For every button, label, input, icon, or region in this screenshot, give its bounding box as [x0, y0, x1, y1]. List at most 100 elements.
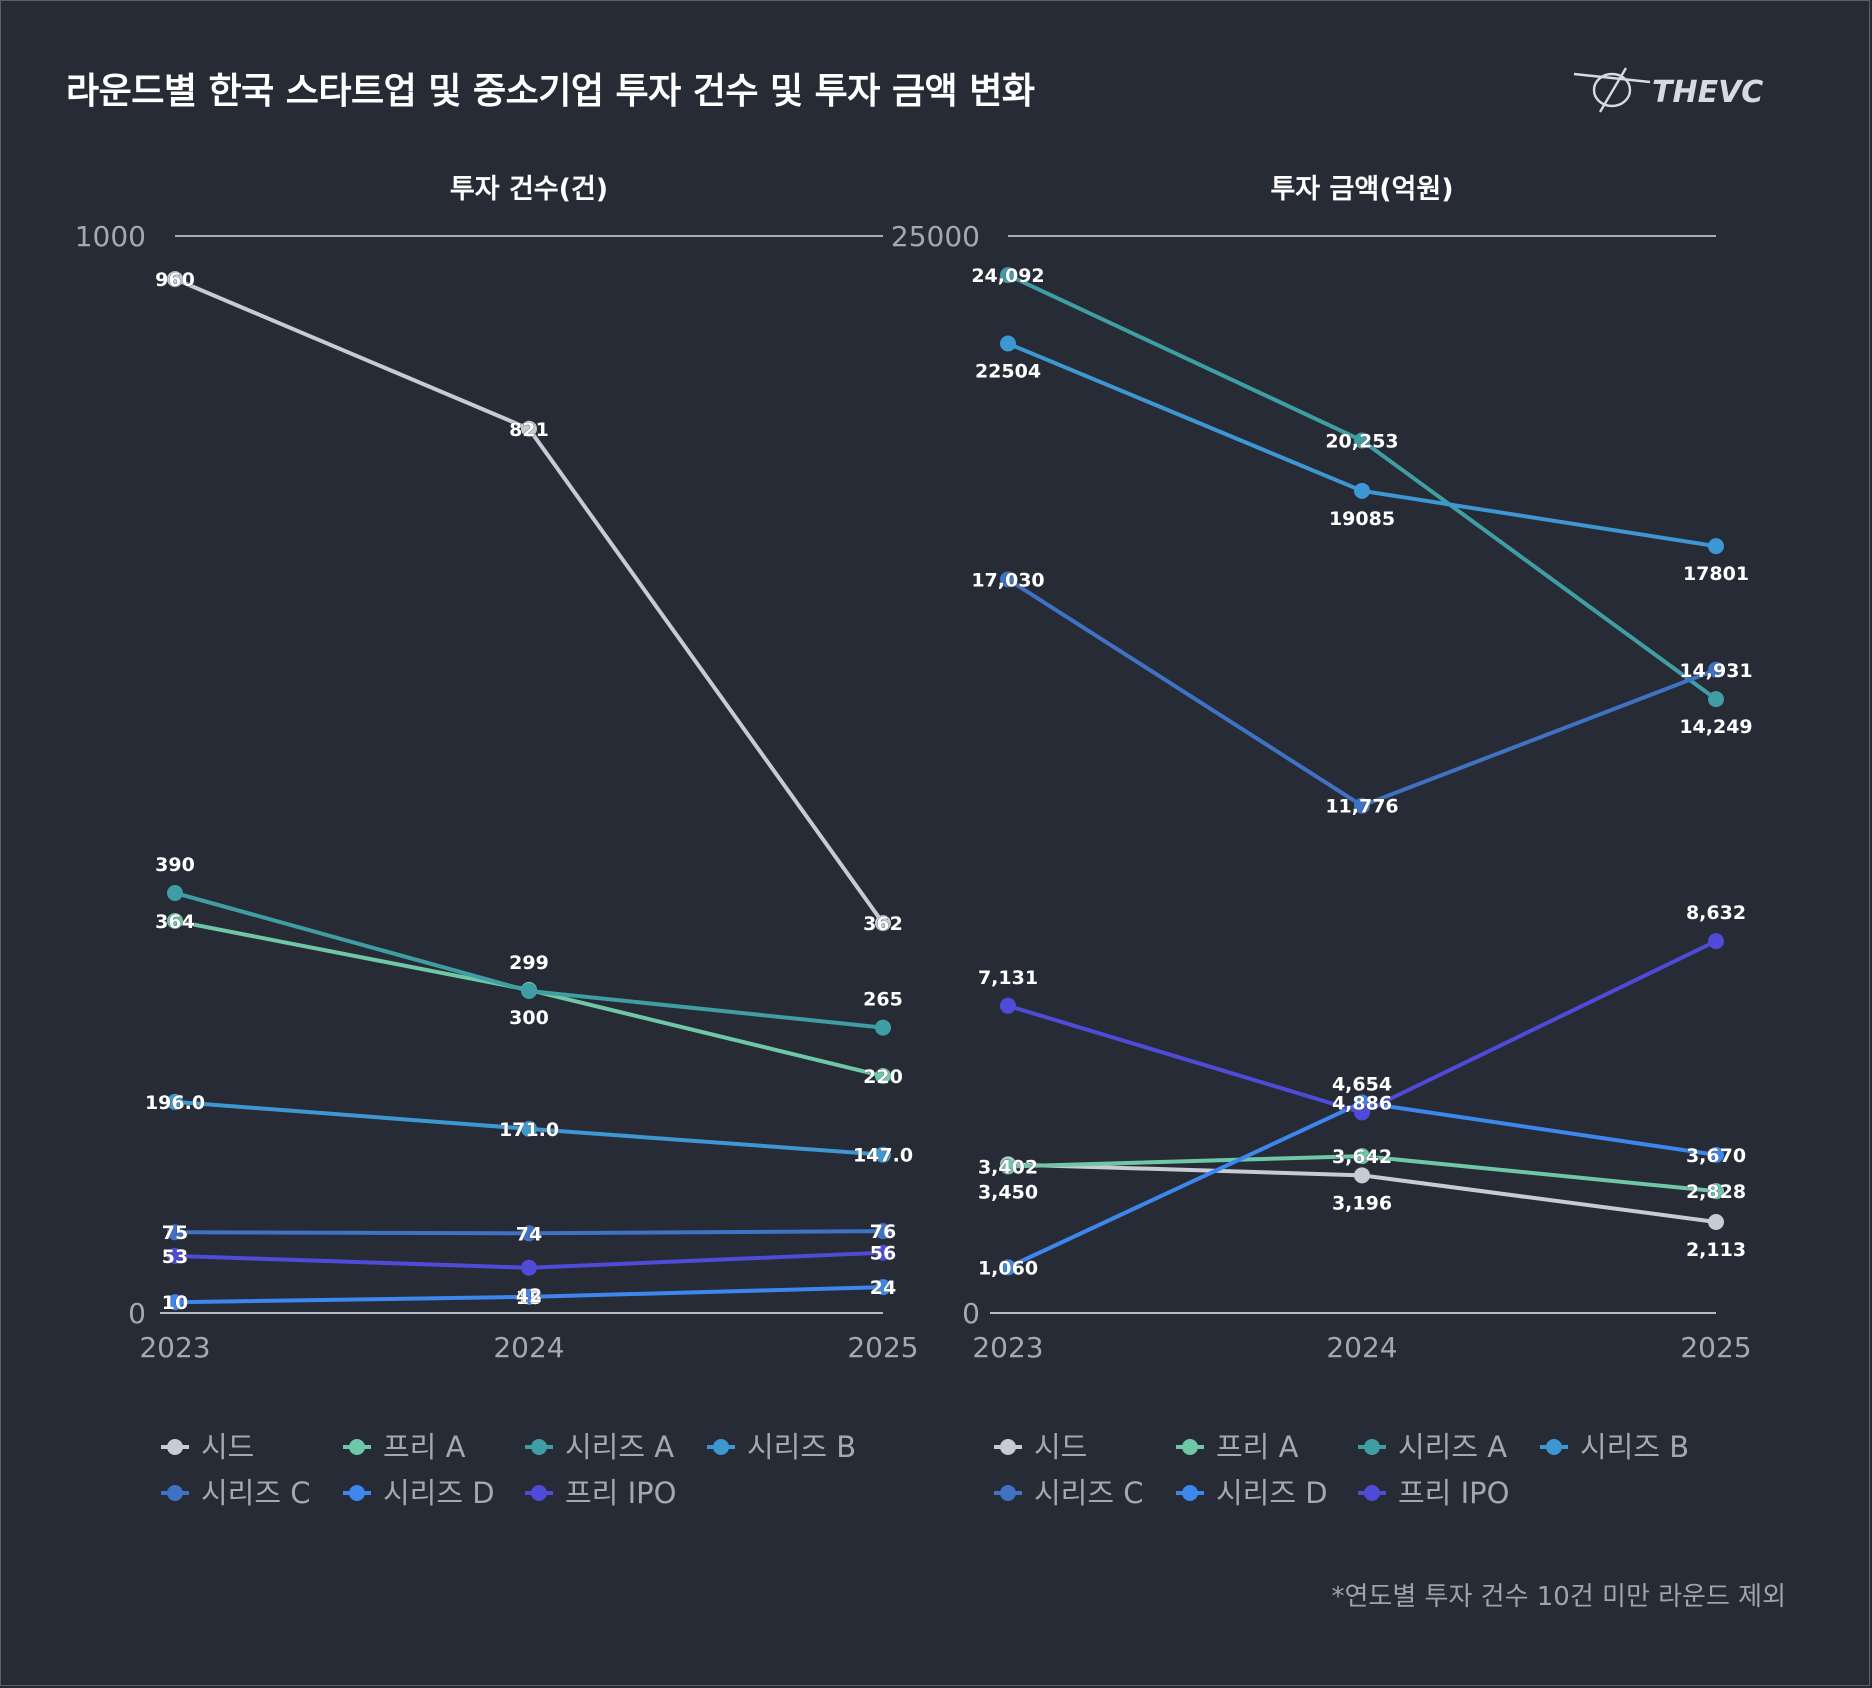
data-point — [167, 884, 183, 901]
data-point — [1708, 933, 1724, 950]
data-label: 24 — [870, 1277, 896, 1299]
data-point — [167, 271, 183, 288]
legend-label: 프리 IPO — [565, 1476, 676, 1510]
data-point — [875, 1019, 891, 1036]
legend-item: 시리즈 C — [161, 1476, 311, 1510]
data-point — [1354, 797, 1370, 814]
chart-title: 투자 건수(건) — [450, 174, 608, 205]
data-point — [1708, 1183, 1724, 1200]
legend-label: 시드 — [201, 1430, 254, 1464]
data-label: 17801 — [1683, 563, 1749, 585]
legend-item: 시드 — [161, 1430, 254, 1464]
data-label: 147.0 — [853, 1145, 913, 1167]
legend-label: 프리 IPO — [1398, 1476, 1509, 1510]
data-point — [1354, 1148, 1370, 1165]
data-point — [875, 1068, 891, 1085]
legend-label: 프리 A — [1216, 1430, 1299, 1464]
data-label: 390 — [155, 854, 195, 876]
data-label: 17,030 — [971, 569, 1044, 591]
x-tick-label: 2023 — [139, 1331, 210, 1364]
data-point — [875, 915, 891, 932]
data-label: 7,131 — [978, 967, 1038, 989]
legend-item: 시리즈 D — [1176, 1476, 1328, 1510]
data-label: 960 — [155, 269, 195, 291]
chart-title: 투자 금액(억원) — [1270, 174, 1453, 205]
legend-item: 프리 A — [1176, 1430, 1299, 1464]
legend-label: 시리즈 A — [565, 1430, 674, 1464]
data-point — [1708, 1213, 1724, 1230]
legend-label: 시리즈 B — [1580, 1430, 1689, 1464]
data-label: 14,931 — [1679, 660, 1752, 682]
footnote: *연도별 투자 건수 10건 미만 라운드 제외 — [1331, 1582, 1786, 1612]
legend-item: 프리 A — [343, 1430, 466, 1464]
data-point — [1354, 482, 1370, 499]
legend-label: 시리즈 C — [1034, 1476, 1144, 1510]
data-point — [167, 1224, 183, 1241]
data-label: 3,402 — [978, 1156, 1038, 1178]
data-label: 2,828 — [1686, 1181, 1746, 1203]
data-label: 3,670 — [1686, 1145, 1746, 1167]
data-label: 76 — [870, 1221, 896, 1243]
page-title: 라운드별 한국 스타트업 및 중소기업 투자 건수 및 투자 금액 변화 — [66, 71, 1035, 112]
data-label: 3,450 — [978, 1181, 1038, 1203]
data-label: 42 — [516, 1285, 542, 1307]
data-point — [875, 1223, 891, 1240]
data-label: 74 — [516, 1223, 542, 1245]
data-label: 75 — [162, 1222, 188, 1244]
legend-swatch-dot — [1000, 1485, 1016, 1501]
data-label: 4,654 — [1332, 1074, 1392, 1096]
x-tick-label: 2024 — [493, 1331, 564, 1364]
legend-item: 시리즈 B — [707, 1430, 856, 1464]
data-label: 364 — [155, 911, 195, 933]
legend-swatch-dot — [531, 1439, 547, 1455]
data-point — [875, 1244, 891, 1261]
legend-item: 프리 IPO — [525, 1476, 676, 1510]
y-tick-label: 0 — [128, 1297, 146, 1330]
logo-emblem-icon — [1573, 67, 1651, 113]
legend-swatch-dot — [1364, 1485, 1380, 1501]
data-label: 299 — [509, 952, 549, 974]
legend-swatch-dot — [1182, 1485, 1198, 1501]
legend-label: 시리즈 D — [383, 1476, 495, 1510]
legend-swatch-dot — [167, 1485, 183, 1501]
data-label: 19085 — [1329, 508, 1395, 530]
data-point — [1000, 571, 1016, 588]
legend-label: 시리즈 A — [1398, 1430, 1507, 1464]
legend-swatch-dot — [349, 1439, 365, 1455]
x-tick-label: 2025 — [847, 1331, 918, 1364]
data-label: 300 — [509, 1007, 549, 1029]
data-label: 24,092 — [971, 265, 1044, 287]
data-label: 265 — [863, 989, 903, 1011]
data-label: 4,886 — [1332, 1093, 1392, 1115]
data-point — [521, 1288, 537, 1305]
data-point — [875, 1279, 891, 1296]
data-point — [1000, 335, 1016, 352]
data-point — [1708, 538, 1724, 555]
series-line-5 — [1006, 577, 1718, 808]
data-label: 171.0 — [499, 1119, 559, 1141]
x-tick-label: 2024 — [1326, 1331, 1397, 1364]
thevc-logo: THEVC — [1573, 67, 1763, 113]
data-point — [1708, 691, 1724, 708]
data-label: 11,776 — [1325, 796, 1398, 818]
data-point — [1000, 1158, 1016, 1175]
data-label: 22504 — [975, 361, 1041, 383]
x-tick-label: 2025 — [1680, 1331, 1751, 1364]
legend-label: 시리즈 D — [1216, 1476, 1328, 1510]
data-point — [167, 912, 183, 929]
data-label: 362 — [863, 913, 903, 935]
data-label: 2,113 — [1686, 1239, 1746, 1261]
data-label: 3,196 — [1332, 1192, 1392, 1214]
legend-item: 프리 IPO — [1358, 1476, 1509, 1510]
legend-item: 시리즈 D — [343, 1476, 495, 1510]
legend-swatch-dot — [531, 1485, 547, 1501]
data-point — [167, 1093, 183, 1110]
data-label: 196.0 — [145, 1092, 205, 1114]
y-tick-label: 0 — [962, 1297, 980, 1330]
legend-label: 프리 A — [383, 1430, 466, 1464]
data-point — [1354, 432, 1370, 449]
data-label: 14,249 — [1679, 716, 1752, 738]
